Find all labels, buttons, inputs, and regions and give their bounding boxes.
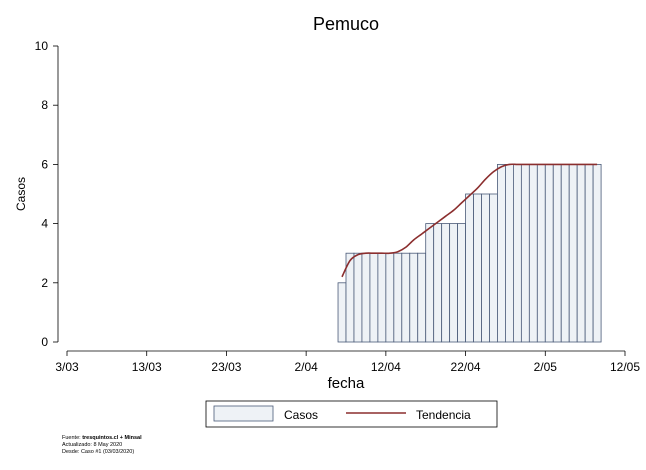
x-tick-label: 22/04 — [451, 360, 481, 374]
updated-line: Actualizado: 8 May 2020 — [62, 442, 123, 448]
bar-casos — [520, 163, 530, 343]
bar-casos — [497, 163, 506, 343]
bar-casos — [457, 223, 466, 343]
legend-casos-swatch — [213, 405, 274, 422]
bar-casos — [441, 223, 451, 343]
x-tick-label: 2/05 — [534, 360, 558, 374]
bar-casos — [473, 193, 482, 343]
bar-casos — [385, 252, 395, 343]
bar-casos — [528, 163, 538, 343]
bar-casos — [552, 163, 562, 343]
bar-casos — [576, 163, 586, 343]
x-tick-label: 23/03 — [211, 360, 241, 374]
bar-casos — [513, 163, 522, 343]
y-tick-label: 4 — [41, 217, 48, 231]
bar-casos — [417, 252, 427, 343]
bar-casos — [401, 252, 411, 343]
y-axis-title: Casos — [14, 177, 28, 211]
x-axis-title: fecha — [328, 375, 365, 392]
since-line: Desde: Caso #1 (03/03/2020) — [62, 449, 135, 455]
chart-title: Pemuco — [313, 14, 379, 34]
y-tick-label: 0 — [41, 335, 48, 349]
legend: Casos Tendencia — [205, 400, 498, 428]
bar-casos — [568, 163, 578, 343]
y-tick-label: 2 — [41, 276, 48, 290]
source-note: Fuente: tresquintos.cl + Minsal Actualiz… — [62, 435, 142, 456]
bar-casos — [536, 163, 546, 343]
x-tick-label: 13/03 — [132, 360, 162, 374]
x-tick-label: 12/05 — [610, 360, 640, 374]
x-tick-label: 3/03 — [55, 360, 79, 374]
x-tick-label: 12/04 — [371, 360, 401, 374]
bar-casos — [465, 193, 474, 343]
bar-casos — [337, 282, 347, 343]
y-tick-label: 6 — [41, 157, 48, 171]
bar-casos — [544, 163, 554, 343]
bar-casos — [560, 163, 570, 343]
bar-casos — [433, 223, 443, 343]
legend-tendencia-label: Tendencia — [416, 408, 471, 422]
bar-casos — [369, 252, 379, 343]
source-line: Fuente: tresquintos.cl + Minsal — [62, 435, 142, 441]
bar-casos — [584, 163, 594, 343]
bar-casos — [489, 193, 498, 343]
bar-casos — [409, 252, 419, 343]
y-tick-label: 10 — [35, 39, 49, 53]
legend-casos-label: Casos — [284, 408, 318, 422]
bar-casos — [393, 252, 403, 343]
bar-casos — [592, 163, 602, 343]
trend-line — [341, 163, 598, 278]
y-tick-label: 8 — [41, 98, 48, 112]
x-tick-label: 2/04 — [294, 360, 318, 374]
bar-casos — [505, 163, 514, 343]
bars — [337, 163, 602, 343]
bar-casos — [449, 223, 458, 343]
bar-casos — [377, 252, 387, 343]
bar-casos — [481, 193, 490, 343]
y-axis: 0 2 4 6 8 10 — [35, 39, 59, 349]
x-axis: 3/03 13/03 23/03 2/04 12/04 22/04 2/05 12/05 — [55, 350, 640, 374]
bar-casos — [353, 252, 363, 343]
trend-line-group — [341, 163, 598, 278]
bar-casos — [425, 223, 435, 343]
bar-casos — [361, 252, 371, 343]
